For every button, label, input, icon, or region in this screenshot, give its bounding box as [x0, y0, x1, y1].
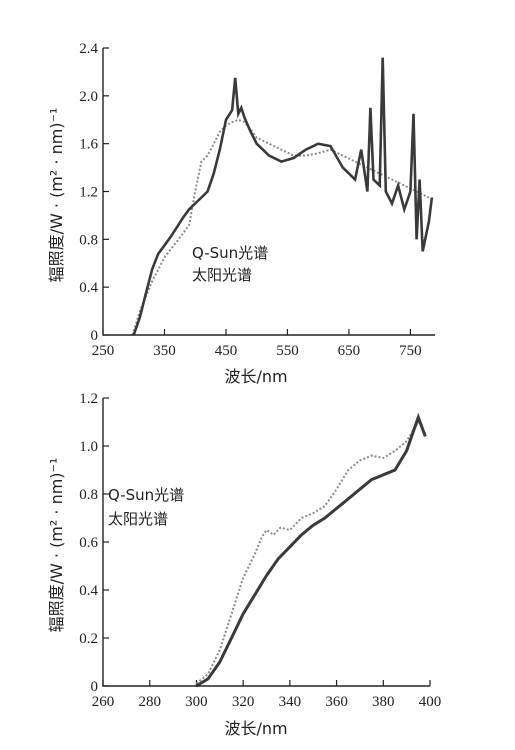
top-y-axis-label: 辐照度/W · (m² · nm)⁻¹: [47, 108, 66, 283]
x-tick-label: 340: [279, 694, 302, 710]
chart-bottom: 0 0.2 0.4 0.6 0.8 1.0 1.2 260 280 300 320 340 360 38…: [47, 391, 441, 738]
bottom-series-sun-line: [195, 412, 427, 688]
bottom-axis-ticks: [102, 397, 431, 687]
x-tick-label: 260: [92, 694, 115, 710]
y-tick-label: 1.6: [79, 137, 98, 153]
y-tick-label: 0.4: [79, 583, 98, 599]
x-tick-label: 650: [338, 343, 361, 359]
x-tick-label: 360: [325, 694, 348, 710]
x-tick-label: 400: [419, 694, 442, 710]
x-tick-label: 350: [153, 343, 176, 359]
x-tick-label: 300: [185, 694, 208, 710]
x-tick-label: 280: [138, 694, 161, 710]
bottom-x-tick-labels: 260 280 300 320 340 360 380 400: [92, 694, 442, 710]
x-tick-label: 450: [215, 343, 238, 359]
x-tick-label: 250: [92, 343, 115, 359]
y-tick-label: 0.8: [79, 232, 98, 248]
top-legend-qsun: Q-Sun光谱: [192, 244, 268, 262]
x-tick-label: 750: [399, 343, 422, 359]
y-tick-label: 0: [91, 679, 99, 695]
y-tick-label: 0.8: [79, 487, 98, 503]
y-tick-label: 2.0: [79, 89, 98, 105]
y-tick-label: 1.0: [79, 439, 98, 455]
bottom-series-qsun-line: [195, 420, 427, 685]
top-axes: [102, 48, 435, 336]
top-y-tick-labels: 0 0.4 0.8 1.2 1.6 2.0 2.4: [79, 41, 98, 344]
y-tick-label: 1.2: [79, 391, 98, 407]
y-tick-label: 0: [91, 328, 99, 344]
bottom-x-axis-label: 波长/nm: [224, 719, 287, 738]
top-x-tick-labels: 250 350 450 550 650 750: [92, 343, 422, 359]
top-series-sun-line: [132, 57, 434, 336]
y-tick-label: 0.6: [79, 535, 98, 551]
bottom-y-axis-label: 辐照度/W · (m² · nm)⁻¹: [47, 458, 66, 633]
top-axis-ticks: [102, 47, 412, 336]
x-tick-label: 550: [276, 343, 299, 359]
bottom-legend-qsun: Q-Sun光谱: [108, 486, 184, 504]
top-x-axis-label: 波长/nm: [224, 367, 287, 386]
y-tick-label: 2.4: [79, 41, 98, 57]
top-legend-sun: 太阳光谱: [192, 266, 252, 284]
bottom-legend-sun: 太阳光谱: [108, 510, 168, 528]
y-tick-label: 0.2: [79, 631, 98, 647]
y-tick-label: 1.2: [79, 185, 98, 201]
y-tick-label: 0.4: [79, 280, 98, 296]
bottom-y-tick-labels: 0 0.2 0.4 0.6 0.8 1.0 1.2: [79, 391, 98, 695]
chart-top: 0 0.4 0.8 1.2 1.6 2.0 2.4 250 350 450 550 650 750 波…: [47, 41, 435, 386]
x-tick-label: 380: [372, 694, 395, 710]
bottom-axes: [102, 398, 430, 687]
x-tick-label: 320: [232, 694, 255, 710]
